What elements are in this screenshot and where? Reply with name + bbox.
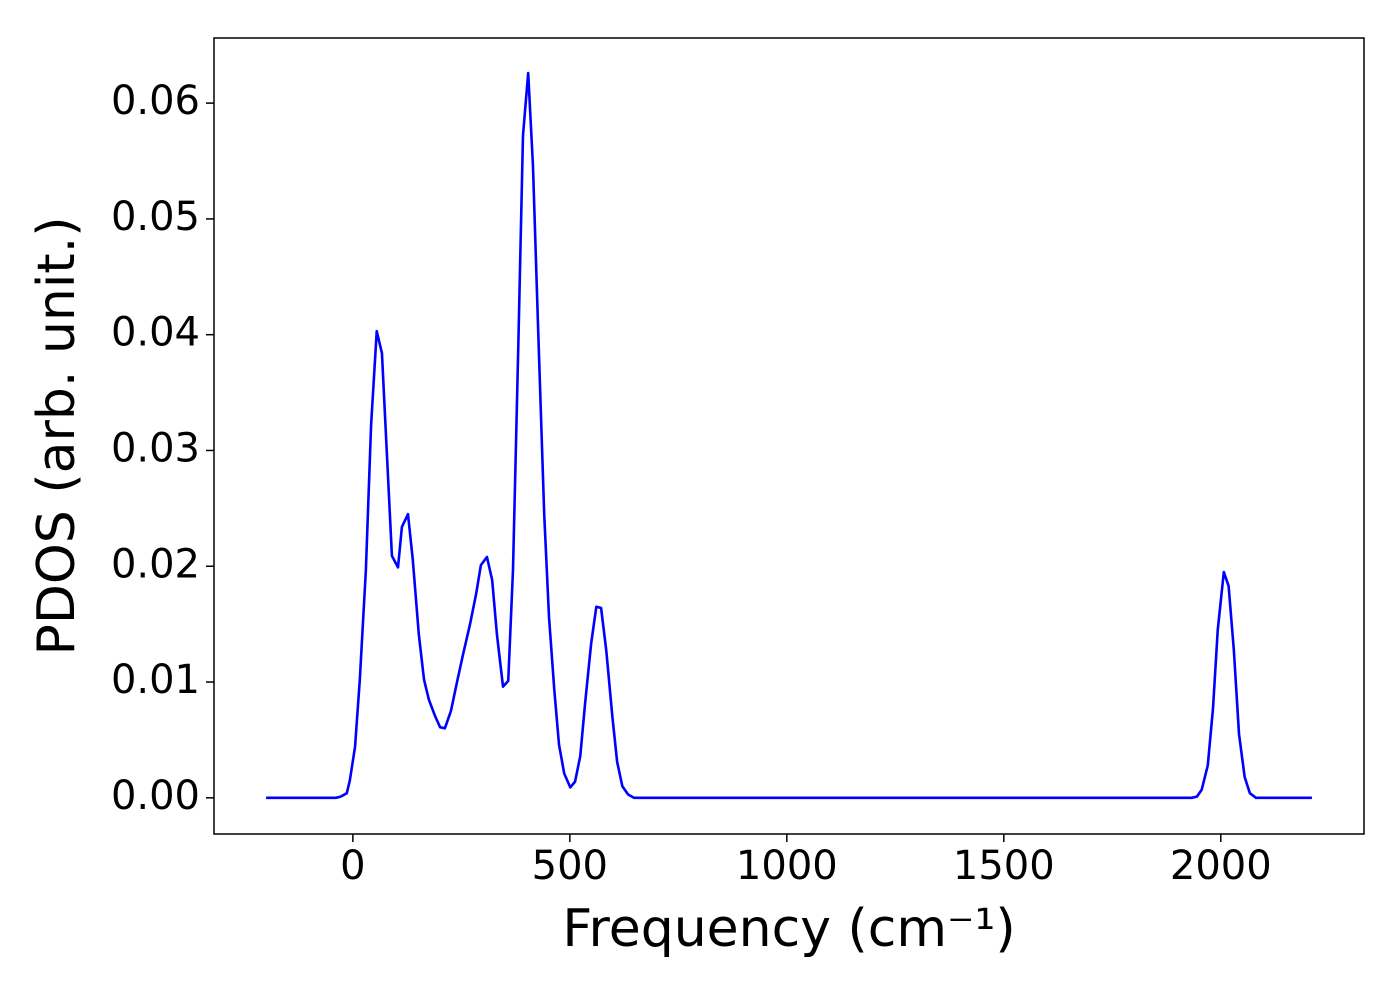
y-tick-label: 0.06: [111, 78, 200, 124]
y-axis-label: PDOS (arb. unit.): [27, 216, 87, 655]
x-tick-label: 1500: [953, 843, 1055, 889]
y-tick-label: 0.01: [111, 657, 200, 703]
y-tick-label: 0.00: [111, 773, 200, 819]
y-tick-label: 0.04: [111, 310, 200, 356]
x-axis-label: Frequency (cm⁻¹): [562, 899, 1015, 959]
y-tick-label: 0.03: [111, 425, 200, 471]
plot-frame: [213, 37, 1365, 835]
x-tick-label: 500: [532, 843, 608, 889]
x-tick-label: 2000: [1170, 843, 1272, 889]
x-tick-label: 1000: [736, 843, 838, 889]
data-line: [266, 71, 1312, 800]
x-tick-label: 0: [340, 843, 365, 889]
y-tick-label: 0.02: [111, 541, 200, 587]
y-tick-label: 0.05: [111, 194, 200, 240]
